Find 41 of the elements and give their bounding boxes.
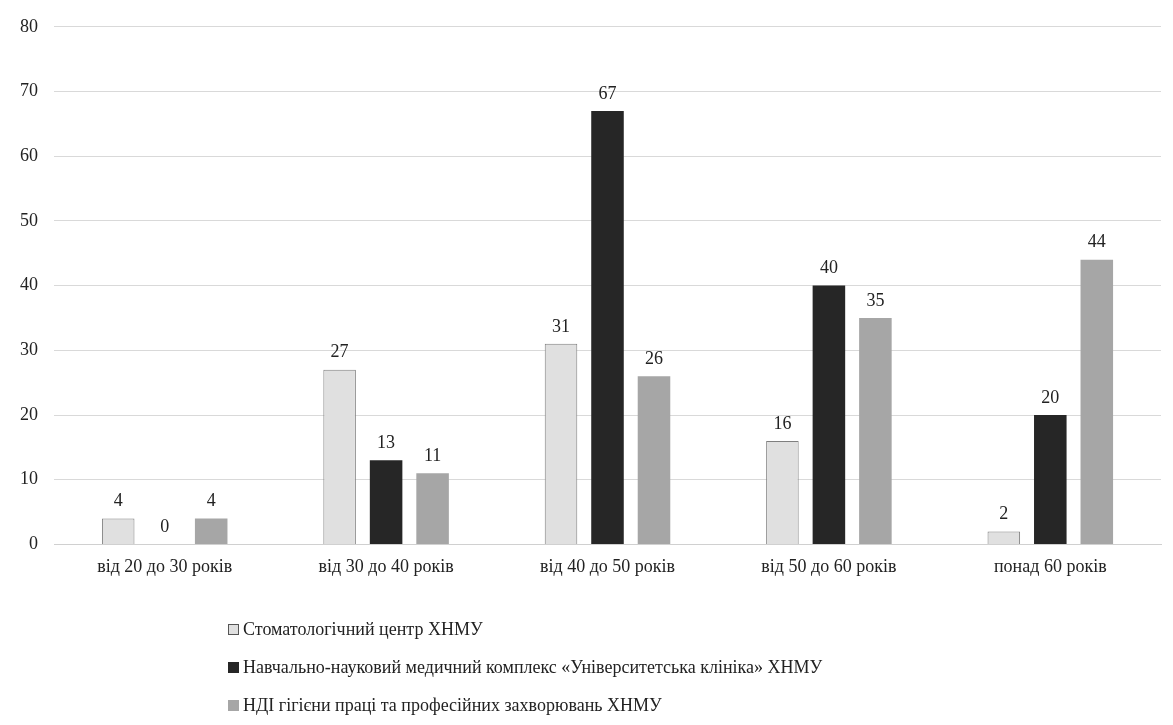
x-tick-label: від 20 до 30 років — [97, 555, 233, 576]
data-label: 26 — [644, 347, 663, 368]
data-label: 35 — [866, 289, 885, 310]
data-label: 11 — [423, 444, 442, 465]
data-label: 31 — [552, 315, 571, 336]
bar — [637, 376, 671, 544]
data-label: 16 — [773, 412, 792, 433]
data-label: 0 — [160, 516, 170, 537]
bar — [369, 460, 403, 544]
data-label: 44 — [1087, 231, 1106, 252]
y-tick-label: 60 — [20, 144, 38, 165]
bar — [812, 285, 846, 544]
x-tick-label: від 30 до 40 років — [318, 555, 454, 576]
x-tick-label: понад 60 років — [993, 555, 1107, 576]
legend-label: Стоматологічний центр ХНМУ — [243, 618, 483, 640]
y-tick-label: 30 — [20, 339, 38, 360]
bar — [591, 110, 624, 544]
data-label: 4 — [206, 490, 216, 511]
y-tick-label: 80 — [20, 15, 38, 36]
data-label: 2 — [999, 503, 1009, 524]
data-label: 4 — [113, 490, 123, 511]
bar — [859, 317, 892, 544]
legend-label: НДІ гігієни праці та професійних захворювань ХНМУ — [243, 694, 662, 716]
y-tick-label: 20 — [20, 403, 38, 424]
data-label: 40 — [819, 257, 838, 278]
x-tick-label: від 50 до 60 років — [761, 555, 897, 576]
bar — [1080, 259, 1114, 544]
y-tick-label: 0 — [29, 533, 38, 554]
y-tick-label: 40 — [20, 274, 38, 295]
x-tick-label: від 40 до 50 років — [539, 555, 676, 576]
y-tick-label: 10 — [20, 468, 38, 489]
data-label: 13 — [377, 432, 396, 453]
data-label: 27 — [330, 341, 349, 362]
bar — [416, 473, 449, 544]
bar — [194, 518, 228, 544]
legend-label: Навчально-науковий медичний комплекс «Університетська клініка» ХНМУ — [243, 656, 823, 678]
data-label: 20 — [1041, 386, 1060, 407]
bar — [1034, 415, 1067, 544]
y-tick-label: 70 — [20, 80, 38, 101]
data-label: 67 — [598, 82, 617, 103]
y-tick-label: 50 — [20, 209, 38, 230]
